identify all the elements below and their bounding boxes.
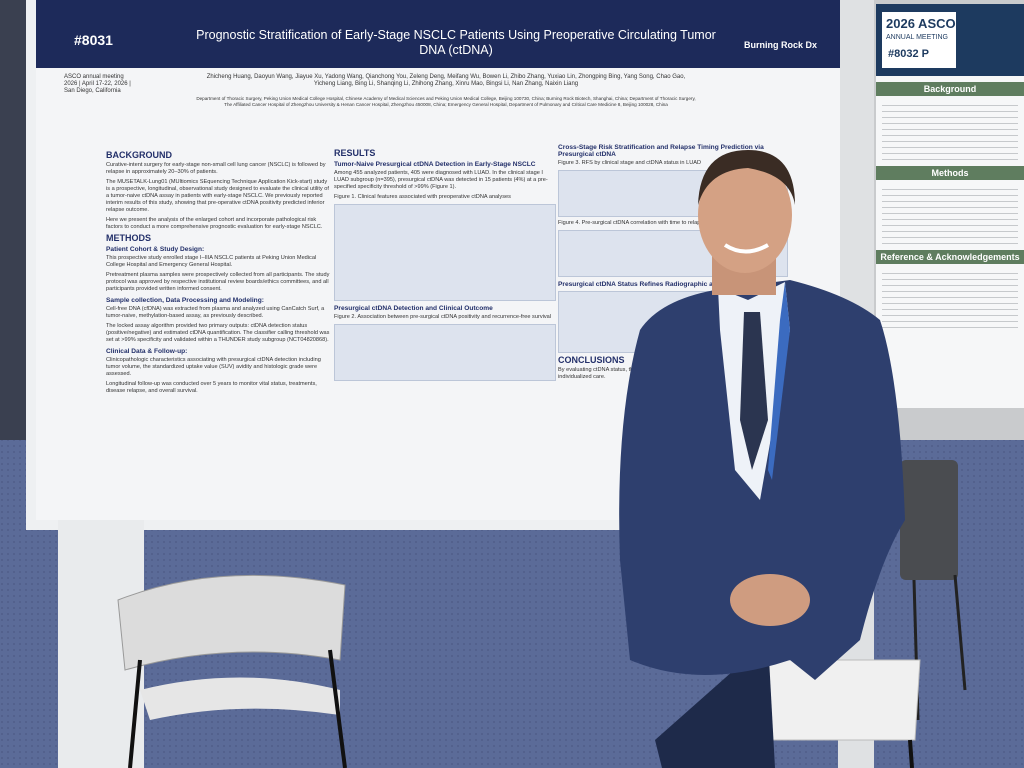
chair-leg	[953, 574, 967, 691]
figure-caption: Figure 3. RFS by clinical stage and ctDN…	[558, 160, 702, 166]
poster-title: Prognostic Stratification of Early-Stage…	[196, 28, 716, 57]
authors: Zhicheng Huang, Daoyun Wang, Jiayue Xu, …	[206, 74, 686, 87]
poster-id: #8031	[74, 32, 113, 48]
figure-caption: Figure 2. Association between pre-surgic…	[334, 314, 552, 320]
chair-seat	[140, 677, 340, 720]
subsection-heading: Tumor-Naive Presurgical ctDNA Detection …	[334, 161, 536, 168]
bullet: Pretreatment plasma samples were prospec…	[106, 272, 330, 292]
section-heading: BACKGROUND	[106, 150, 172, 160]
trousers	[655, 640, 775, 768]
section-heading: Reference & Acknowledgements	[876, 250, 1024, 264]
section-heading: RESULTS	[334, 148, 376, 158]
section-heading: Methods	[876, 166, 1024, 180]
asco-brand: 2026 ASCO	[886, 16, 956, 31]
subsection-heading: Sample collection, Data Processing and M…	[106, 297, 264, 304]
bullet: This prospective study enrolled stage I–…	[106, 255, 317, 268]
bullet: The locked assay algorithm provided two …	[106, 323, 330, 343]
bullet: The MUSETALK-Lung01 (MUltiomics SEquenci…	[106, 179, 329, 213]
subsection-heading: Clinical Data & Follow-up:	[106, 348, 188, 355]
hands	[730, 574, 810, 626]
figure-caption: Figure 1. Clinical features associated w…	[334, 194, 511, 200]
text-lines	[882, 268, 1018, 328]
bullet: Here we present the analysis of the enla…	[106, 217, 323, 230]
chair-leg	[328, 649, 347, 768]
subsection-heading: Presurgical ctDNA Status Refines Radiogr…	[558, 281, 778, 288]
text-lines	[882, 184, 1018, 244]
subsection-heading: Presurgical ctDNA Detection and Clinical…	[334, 305, 493, 312]
lanyard	[768, 282, 790, 480]
asco-badge	[882, 12, 956, 68]
subsection-heading: Patient Cohort & Study Design:	[106, 246, 205, 253]
asco-meeting: ANNUAL MEETING	[886, 34, 948, 41]
hair	[698, 150, 795, 205]
bullet: Clinicopathologic characteristics associ…	[106, 357, 321, 377]
chair-seat-back	[117, 574, 346, 671]
meeting-info: ASCO annual meeting 2026 | April 17-22, 2…	[64, 74, 131, 95]
text-lines	[882, 100, 1018, 160]
poster-logo: Burning Rock Dx	[744, 40, 818, 50]
meeting-line: ASCO annual meeting	[64, 74, 124, 80]
meeting-line: San Diego, California	[64, 88, 121, 94]
person	[619, 150, 905, 768]
column-middle: RESULTS Tumor-Naive Presurgical ctDNA Det…	[334, 146, 556, 384]
section-heading: Background	[876, 82, 1024, 96]
neighbor-sections: Background Methods Reference & Acknowledge…	[876, 82, 1024, 328]
bullet: Curative-intent surgery for early-stage …	[106, 162, 326, 175]
neighbor-id: #8032 P	[888, 48, 929, 60]
figure	[334, 204, 556, 301]
section-heading: CONCLUSIONS	[558, 355, 625, 365]
column-left: BACKGROUND Curative-intent surgery for ea…	[106, 148, 331, 398]
chair-leg	[908, 739, 914, 768]
section-heading: METHODS	[106, 233, 151, 243]
subsection-heading: Cross-Stage Risk Stratification and Rela…	[558, 144, 764, 158]
tie	[740, 312, 768, 470]
meeting-line: 2026 | April 17-22, 2026 |	[64, 81, 131, 87]
figure	[334, 324, 556, 381]
figure-caption: Figure 4. Pre-surgical ctDNA correlation…	[558, 220, 707, 226]
neighbor-header: 2026 ASCO ANNUAL MEETING #8032 P	[876, 4, 1024, 76]
chair-leg	[128, 659, 142, 768]
bullet: Cell-free DNA (cfDNA) was extracted from…	[106, 306, 325, 319]
affiliations: Department of Thoracic Surgery, Peking U…	[196, 96, 696, 107]
neighbor-poster: 2026 ASCO ANNUAL MEETING #8032 P Backgro…	[876, 4, 1024, 408]
chair-back	[900, 460, 958, 580]
face	[698, 157, 792, 273]
chair	[117, 574, 347, 768]
bullet: Among 455 analyzed patients, 405 were di…	[334, 170, 548, 190]
smile	[723, 243, 769, 254]
bullet: Longitudinal follow-up was conducted ove…	[106, 381, 317, 394]
poster-header: #8031 Prognostic Stratification of Early…	[36, 0, 840, 68]
